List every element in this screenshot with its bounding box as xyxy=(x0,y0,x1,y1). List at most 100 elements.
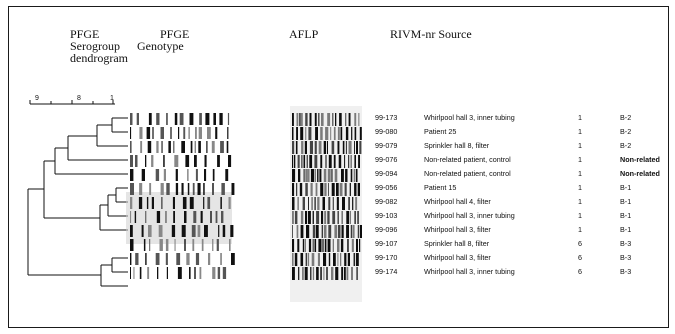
genotype-label: B-1 xyxy=(620,183,632,192)
gel-band xyxy=(183,127,186,139)
gel-band xyxy=(320,267,322,280)
gel-band xyxy=(171,225,176,237)
gel-band xyxy=(200,211,203,223)
gel-band xyxy=(320,127,323,140)
gel-band xyxy=(339,183,343,196)
gel-band xyxy=(337,211,339,224)
serogroup-value: 6 xyxy=(578,267,582,276)
gel-band xyxy=(182,197,187,209)
gel-band xyxy=(148,113,152,125)
gel-band xyxy=(337,239,340,252)
gel-band xyxy=(148,225,152,237)
gel-band xyxy=(152,127,154,139)
gel-band xyxy=(328,225,332,238)
gel-band xyxy=(210,211,212,223)
gel-band xyxy=(173,141,175,153)
gel-band xyxy=(292,239,295,252)
rivm-number: 99-082 xyxy=(375,197,398,206)
gel-band xyxy=(292,127,294,140)
gel-band xyxy=(292,183,295,196)
gel-band xyxy=(168,141,171,153)
gel-band xyxy=(352,197,354,210)
gel-band xyxy=(135,253,139,265)
gel-band xyxy=(130,253,132,265)
gel-band xyxy=(317,169,319,182)
gel-band xyxy=(321,113,324,126)
isolate-source: Whirlpool hall 4, filter xyxy=(424,197,491,206)
gel-band xyxy=(354,141,355,154)
gel-band xyxy=(305,183,308,196)
gel-band xyxy=(315,225,319,238)
gel-band xyxy=(189,197,194,209)
gel-band xyxy=(145,155,147,167)
isolate-source: Non-related patient, control xyxy=(424,169,511,178)
gel-band xyxy=(293,155,296,168)
gel-band xyxy=(305,113,308,126)
gel-band xyxy=(294,211,298,224)
gel-band xyxy=(179,113,184,125)
gel-band xyxy=(301,113,303,126)
gel-band xyxy=(140,141,143,153)
gel-band xyxy=(350,169,353,182)
gel-band xyxy=(314,155,318,168)
gel-band xyxy=(189,267,191,279)
gel-band xyxy=(347,239,349,252)
gel-band xyxy=(354,155,356,168)
gel-band xyxy=(327,169,331,182)
gel-band xyxy=(331,141,335,154)
gel-band xyxy=(197,183,201,195)
gel-band xyxy=(314,239,317,252)
gel-band xyxy=(354,127,357,140)
gel-band xyxy=(350,225,352,238)
gel-band xyxy=(353,253,355,266)
gel-band xyxy=(228,197,231,209)
gel-band xyxy=(160,127,164,139)
gel-band xyxy=(315,127,318,140)
gel-band xyxy=(309,155,313,168)
isolate-source: Whirlpool hall 3, inner tubing xyxy=(424,113,515,122)
gel-band xyxy=(130,197,133,209)
gel-band xyxy=(172,197,175,209)
gel-band xyxy=(204,155,207,167)
gel-band xyxy=(297,239,300,252)
gel-band xyxy=(299,113,301,126)
rivm-number: 99-096 xyxy=(375,225,398,234)
genotype-label: B-1 xyxy=(620,197,632,206)
gel-band xyxy=(294,253,298,266)
gel-band xyxy=(147,267,150,279)
gel-band xyxy=(321,225,323,238)
gel-band xyxy=(325,155,327,168)
gel-band xyxy=(302,239,305,252)
gel-band xyxy=(146,127,151,139)
gel-band xyxy=(212,169,215,181)
gel-band xyxy=(346,225,349,238)
gel-band xyxy=(330,127,332,140)
isolate-source: Sprinkler hall 8, filter xyxy=(424,141,490,150)
gel-band xyxy=(292,141,295,154)
gel-band xyxy=(337,141,340,154)
gel-band xyxy=(212,239,214,251)
gel-band xyxy=(315,183,318,196)
header-pfge-2: PFGE xyxy=(160,27,190,41)
gel-band xyxy=(300,225,304,238)
gel-band xyxy=(328,155,332,168)
gel-band xyxy=(308,127,312,140)
gel-band xyxy=(359,127,362,140)
gel-band xyxy=(156,113,160,125)
gel-band xyxy=(296,225,299,238)
gel-band xyxy=(203,183,205,195)
gel-band xyxy=(336,197,339,210)
serogroup-value: 1 xyxy=(578,141,582,150)
gel-band xyxy=(349,183,351,196)
gel-band xyxy=(292,113,294,126)
gel-band xyxy=(292,155,294,168)
gel-band xyxy=(355,169,358,182)
gel-band xyxy=(348,155,350,168)
genotype-label: Non-related xyxy=(620,155,660,164)
isolate-source: Patient 25 xyxy=(424,127,457,136)
gel-band xyxy=(345,141,347,154)
gel-band xyxy=(356,239,358,252)
gel-band xyxy=(204,225,208,237)
gel-band xyxy=(326,267,328,280)
